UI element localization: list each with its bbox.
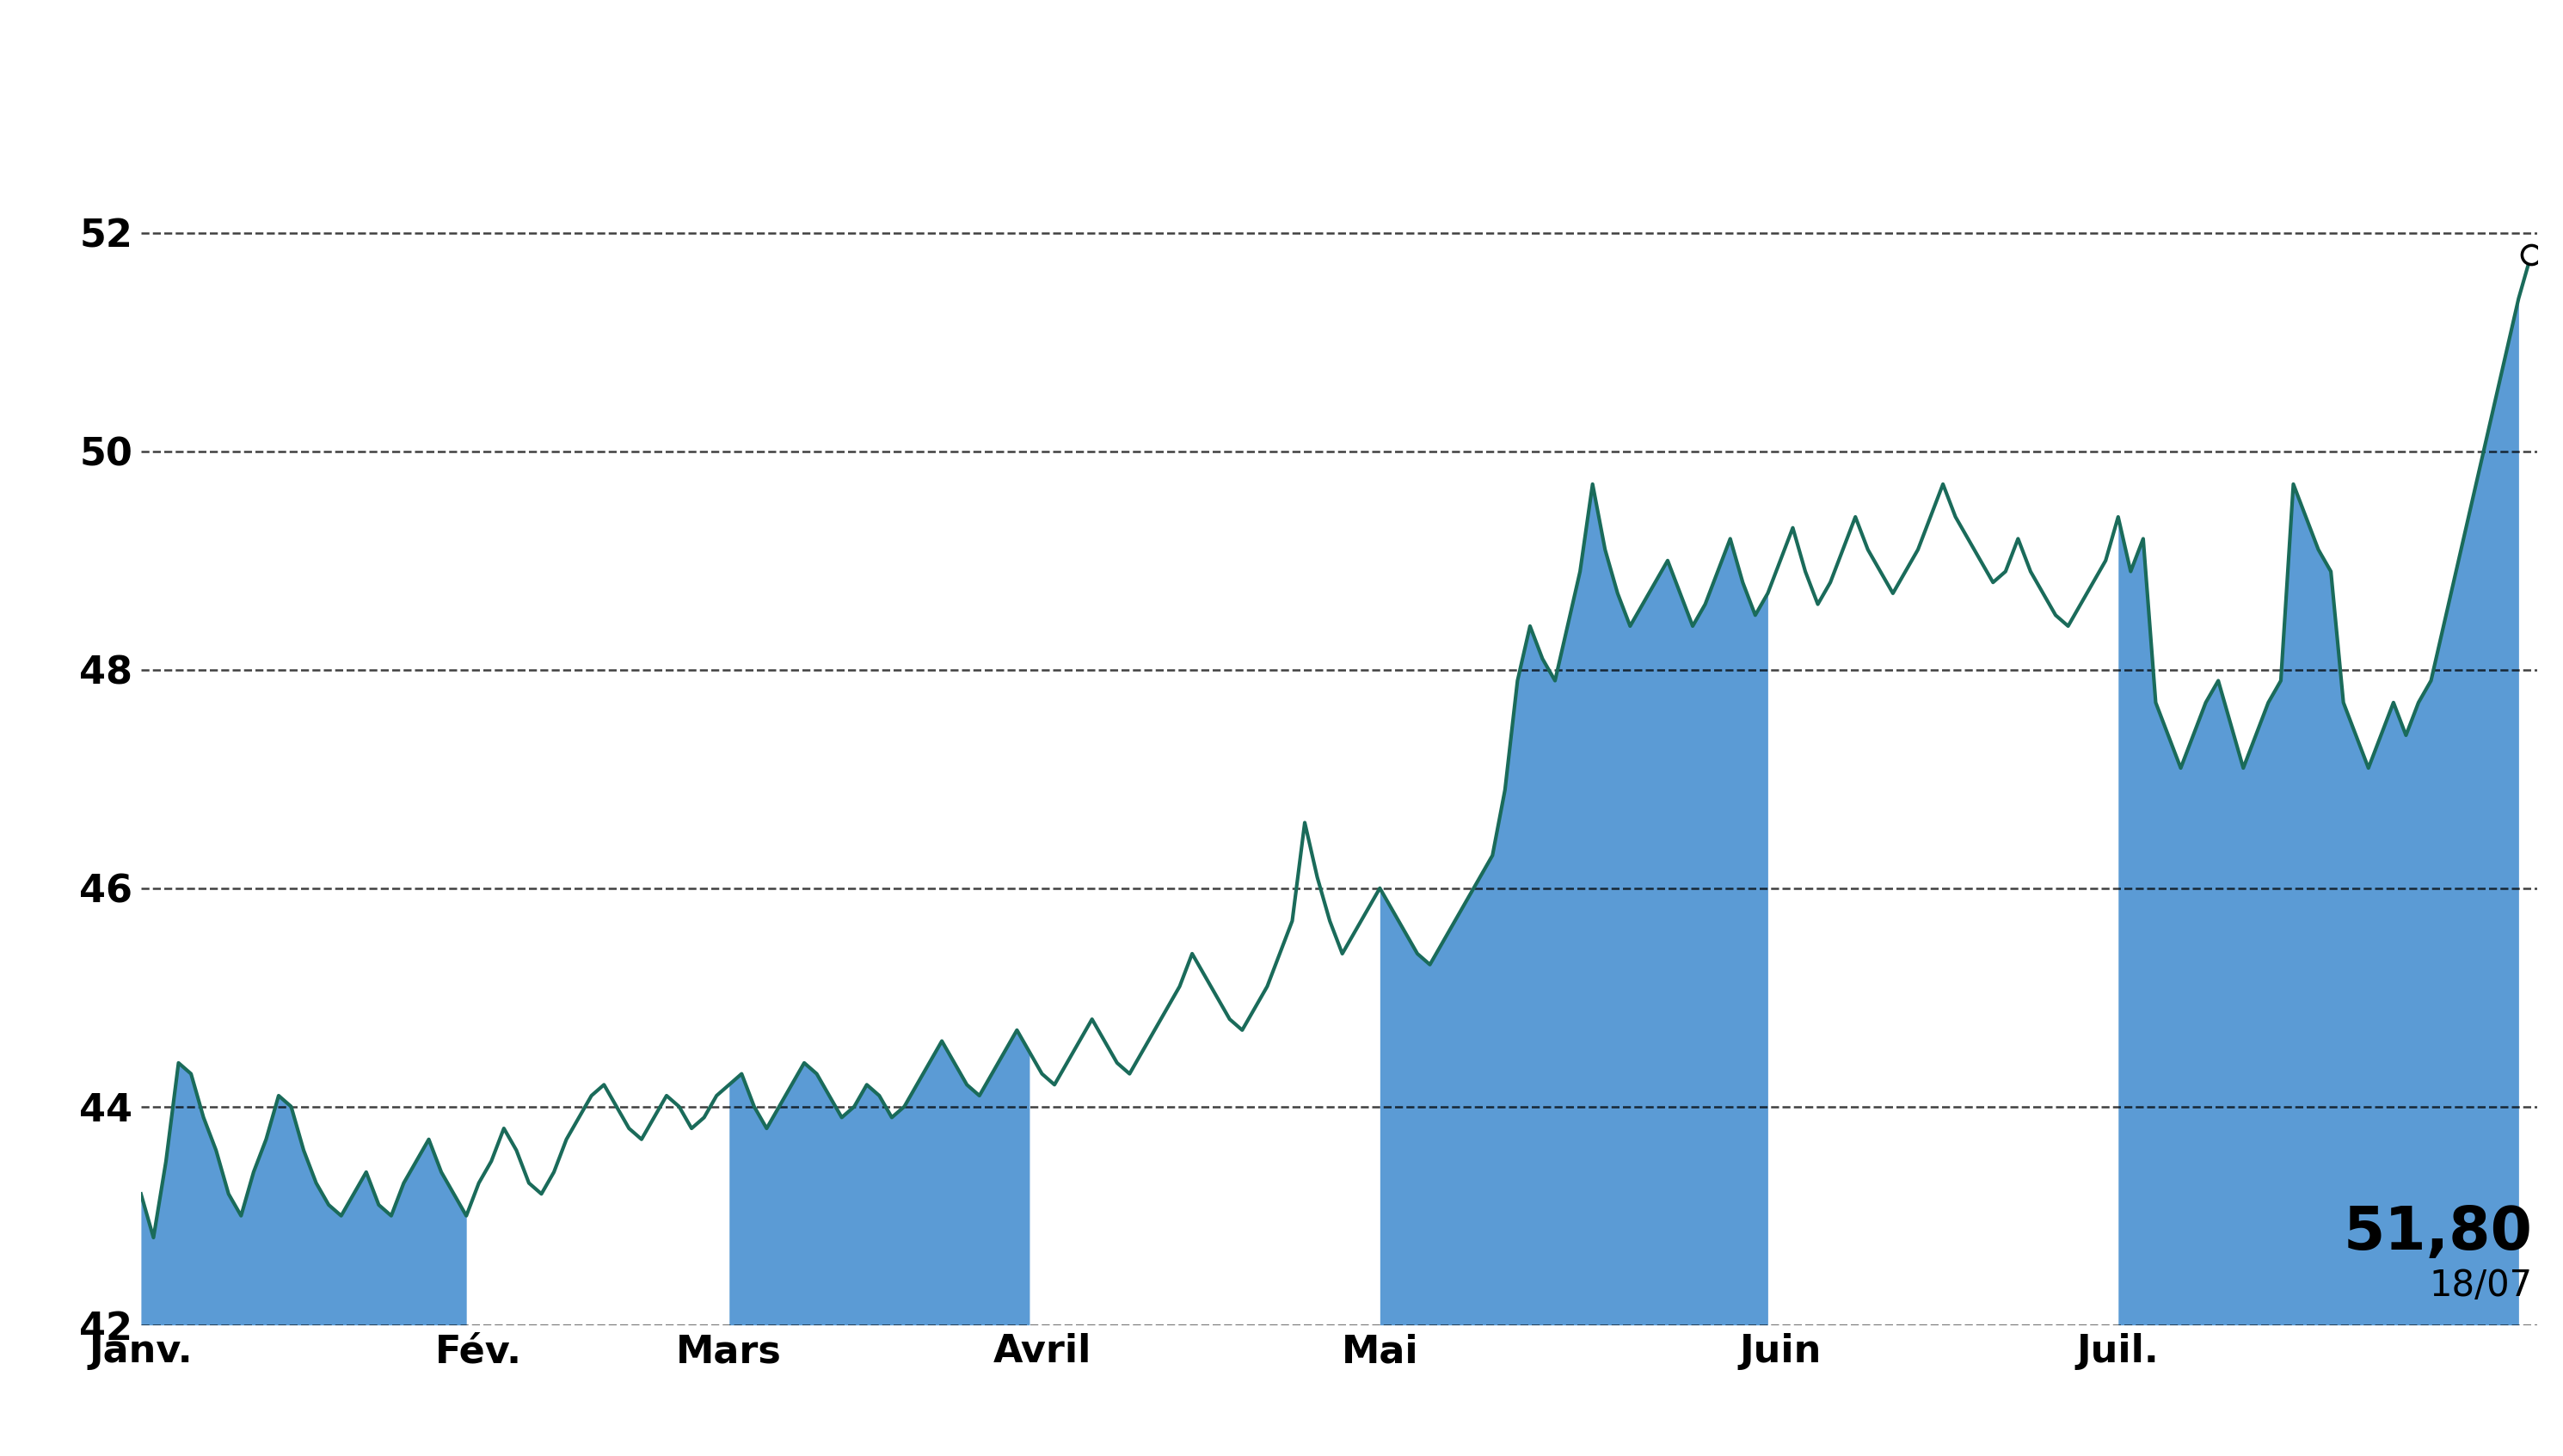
Text: 51,80: 51,80 <box>2343 1204 2532 1261</box>
Text: ■: ■ <box>2448 1268 2484 1305</box>
Text: 18/07: 18/07 <box>2430 1268 2532 1305</box>
Text: SNP Schneider-Neureither & Partner SE: SNP Schneider-Neureither & Partner SE <box>238 31 2325 122</box>
